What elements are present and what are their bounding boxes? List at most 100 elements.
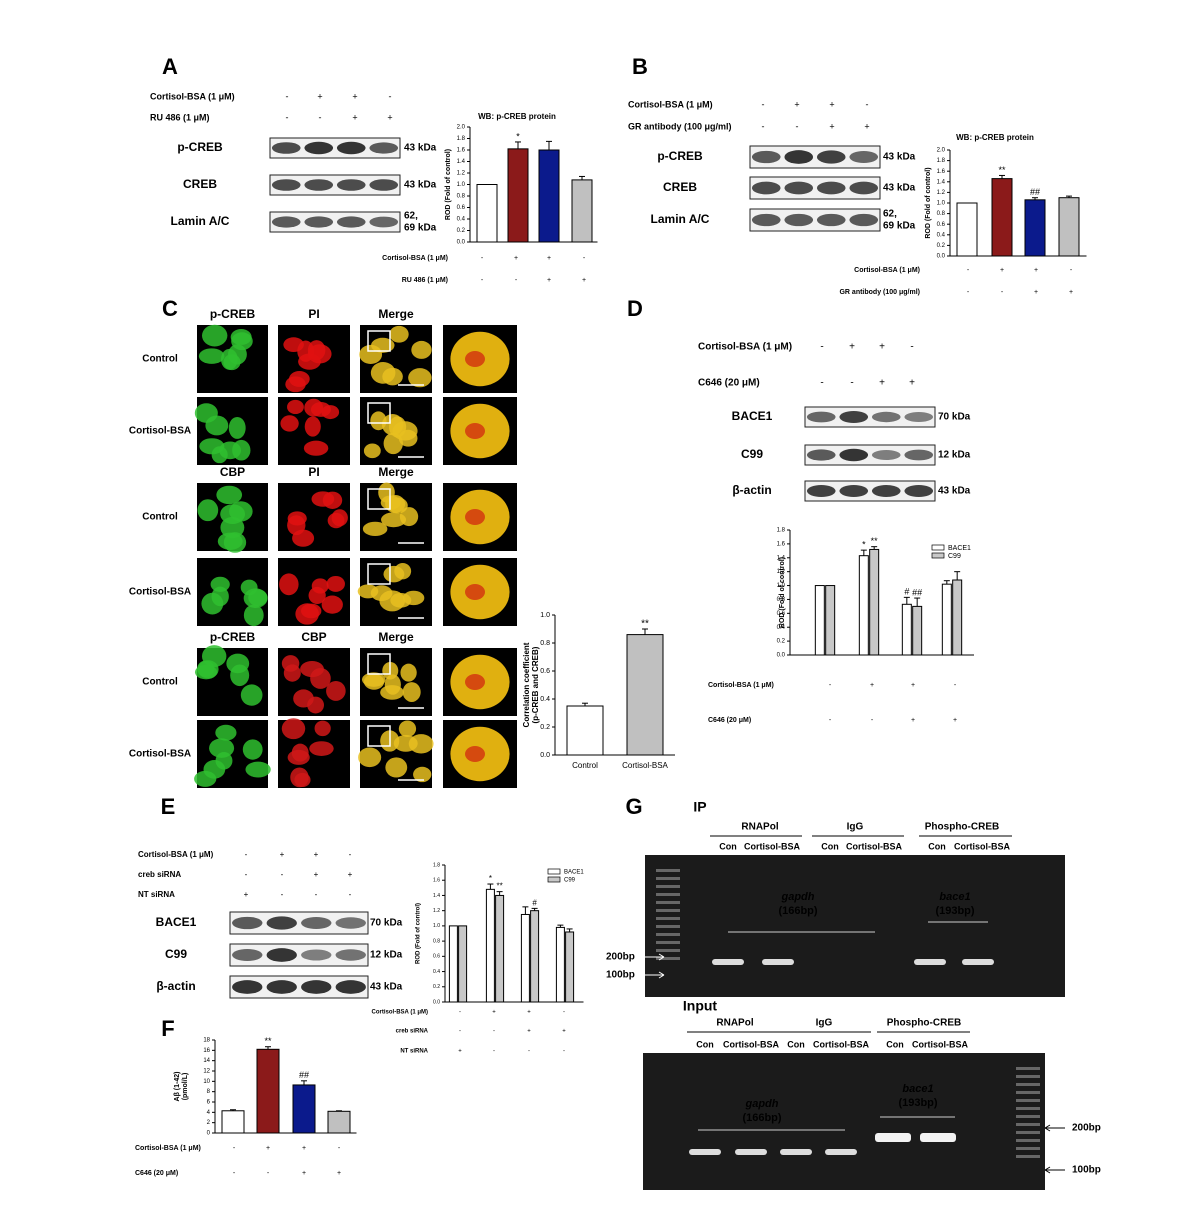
y-tick-label: 2.0 <box>457 125 466 131</box>
lane-name: IgG <box>847 822 864 833</box>
cell-nucleus <box>361 672 386 687</box>
ladder-band <box>656 885 680 888</box>
condition-sign: - <box>796 121 799 131</box>
bar <box>571 179 593 243</box>
lane-sub: Cortisol-BSA <box>912 1039 969 1049</box>
amplicon-size: (193bp) <box>935 905 974 917</box>
blot-band <box>266 916 297 930</box>
y-tick-label: 0.4 <box>433 969 440 975</box>
y-axis-label: ROD (Fold of control) <box>925 167 932 238</box>
condition-sign: - <box>954 682 957 689</box>
cell-nucleus <box>243 604 264 627</box>
condition-sign: - <box>315 890 318 899</box>
condition-name: GR antibody (100 μg/ml) <box>628 121 732 131</box>
ladder-band <box>656 869 680 872</box>
blot-band <box>784 150 814 164</box>
condition-sign: - <box>233 1170 236 1177</box>
chart-title: WB: p-CREB protein <box>956 133 1034 142</box>
marker-arrowhead <box>658 953 665 961</box>
bar <box>530 910 540 1003</box>
condition-sign: + <box>870 682 874 689</box>
image-header: p-CREB <box>210 307 256 321</box>
blot-band <box>271 216 301 228</box>
condition-name: Cortisol-BSA (1 μM) <box>372 1010 428 1016</box>
lane-sub: Cortisol-BSA <box>723 1039 780 1049</box>
y-tick-label: 0.8 <box>777 597 786 603</box>
y-tick-label: 1.0 <box>433 923 440 929</box>
condition-sign: - <box>528 1049 530 1055</box>
cell-nucleus <box>194 770 217 787</box>
x-tick-label: Cortisol-BSA <box>622 761 668 770</box>
condition-name: GR antibody (100 μg/ml) <box>839 289 920 296</box>
blot-band <box>849 181 879 195</box>
blot-band <box>369 142 399 154</box>
condition-name: Cortisol-BSA (1 μM) <box>708 682 774 689</box>
blot-name: p-CREB <box>177 140 223 154</box>
y-tick-label: 1.6 <box>433 878 440 884</box>
y-axis-label: Aβ (1-42) <box>174 1072 181 1102</box>
zoom-spot <box>465 584 485 600</box>
blot-name: C99 <box>165 947 187 961</box>
bar <box>814 585 825 656</box>
bar <box>952 579 963 656</box>
condition-sign: + <box>527 1010 531 1016</box>
legend-swatch <box>547 876 561 883</box>
condition-sign: + <box>314 850 319 859</box>
cell-nucleus <box>280 415 299 432</box>
cell-nucleus <box>294 772 311 788</box>
cell-nucleus <box>194 403 218 423</box>
y-tick-label: 0.8 <box>433 938 440 944</box>
gene-name: bace1 <box>902 1083 933 1095</box>
condition-sign: - <box>1001 289 1004 296</box>
panel-label: E <box>161 794 176 819</box>
condition-sign: - <box>515 277 518 284</box>
bar <box>476 184 498 243</box>
blot-band <box>751 150 781 164</box>
y-tick-label: 0.2 <box>457 228 466 234</box>
dna-band <box>780 1149 812 1155</box>
y-tick-label: 0.6 <box>433 954 440 960</box>
ladder-band <box>656 949 680 952</box>
legend-swatch <box>931 552 945 559</box>
y-tick-label: 0.0 <box>777 653 786 659</box>
legend-label: BACE1 <box>564 870 584 876</box>
dna-band <box>735 1149 767 1155</box>
blot-band <box>266 980 297 994</box>
y-tick-label: 0.4 <box>457 217 466 223</box>
dna-band <box>689 1149 721 1155</box>
y-tick-label: 16 <box>203 1048 210 1054</box>
ladder-band <box>1016 1083 1040 1086</box>
gel-title: IP <box>693 799 706 815</box>
condition-sign: - <box>459 1029 461 1035</box>
blot-name: BACE1 <box>156 915 197 929</box>
blot-name: CREB <box>183 177 217 191</box>
condition-sign: + <box>582 277 586 284</box>
condition-sign: + <box>1069 289 1073 296</box>
row-label: Control <box>142 677 178 688</box>
blot-size: 62, <box>883 209 897 220</box>
cell-nucleus <box>408 368 432 388</box>
cell-nucleus <box>400 663 417 682</box>
condition-sign: + <box>953 717 957 724</box>
blot-name: β-actin <box>156 979 195 993</box>
y-tick-label: 1.2 <box>457 171 466 177</box>
blot-size: 43 kDa <box>883 152 916 163</box>
cell-nucleus <box>371 337 395 353</box>
inset-box <box>367 653 391 675</box>
y-tick-label: 0.0 <box>540 752 550 759</box>
blot-band <box>816 150 846 164</box>
legend-label: C99 <box>564 878 576 884</box>
condition-sign: - <box>910 342 913 353</box>
cell-nucleus <box>322 491 343 509</box>
blot-size: 43 kDa <box>404 143 437 154</box>
condition-sign: - <box>338 1145 341 1152</box>
condition-sign: - <box>459 1010 461 1016</box>
blot-band <box>871 485 901 497</box>
y-tick-label: 1.0 <box>457 182 466 188</box>
bar <box>626 634 664 756</box>
gel <box>645 855 1065 997</box>
ladder-band <box>656 901 680 904</box>
ladder-band <box>656 917 680 920</box>
y-axis-label: (pmol/L) <box>182 1073 189 1101</box>
cell-nucleus <box>362 521 388 536</box>
